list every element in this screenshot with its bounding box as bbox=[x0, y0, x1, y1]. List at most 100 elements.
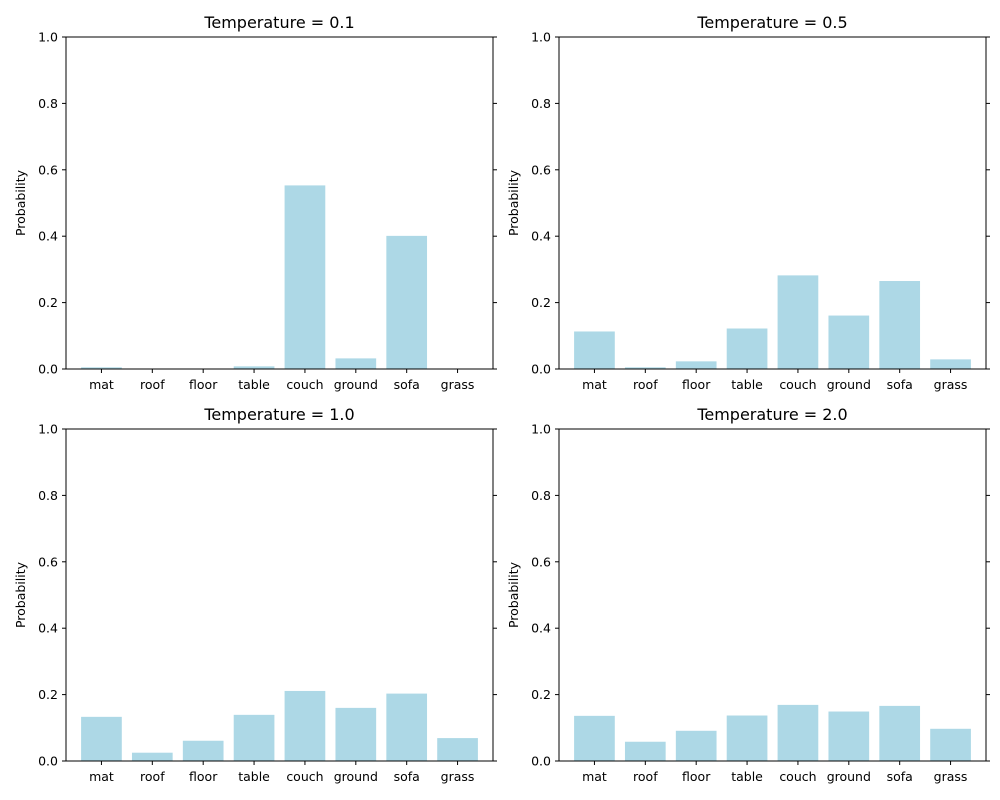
x-tick-label: roof bbox=[140, 377, 165, 392]
x-tick-label: sofa bbox=[394, 769, 420, 784]
bar-mat bbox=[81, 367, 122, 369]
plot-frame bbox=[65, 36, 494, 370]
y-tick-label: 0.6 bbox=[38, 554, 58, 569]
y-tick-label: 1.0 bbox=[38, 422, 58, 437]
plot-frame bbox=[558, 36, 987, 370]
x-tick-label: mat bbox=[89, 769, 114, 784]
bar-grass bbox=[437, 738, 478, 761]
y-axis-label: Probability bbox=[506, 561, 521, 628]
x-tick-label: couch bbox=[779, 769, 816, 784]
bar-ground bbox=[828, 711, 870, 761]
bar-mat bbox=[574, 331, 615, 369]
x-tick-label: couch bbox=[779, 377, 816, 392]
bar-table bbox=[233, 714, 275, 761]
x-tick-label: couch bbox=[286, 769, 323, 784]
bar-couch bbox=[777, 275, 819, 369]
bar-roof bbox=[624, 741, 666, 761]
bar-sofa bbox=[386, 693, 428, 761]
y-axis-label: Probability bbox=[506, 169, 521, 236]
y-tick-label: 0.4 bbox=[38, 229, 58, 244]
subplot-title: Temperature = 0.5 bbox=[696, 13, 847, 32]
bar-mat bbox=[574, 715, 615, 761]
bar-couch bbox=[284, 185, 326, 369]
x-tick-label: grass bbox=[441, 377, 475, 392]
bar-ground bbox=[335, 358, 377, 369]
bar-sofa bbox=[386, 235, 428, 369]
x-tick-label: floor bbox=[189, 769, 218, 784]
x-tick-label: table bbox=[238, 769, 270, 784]
x-tick-label: ground bbox=[827, 769, 871, 784]
bar-couch bbox=[777, 704, 819, 761]
y-tick-label: 0.6 bbox=[531, 162, 551, 177]
x-tick-label: roof bbox=[633, 769, 658, 784]
y-tick-label: 0.2 bbox=[38, 295, 58, 310]
y-tick-label: 0.0 bbox=[531, 754, 551, 769]
bar-table bbox=[726, 715, 768, 761]
y-tick-label: 0.4 bbox=[38, 621, 58, 636]
x-tick-label: table bbox=[238, 377, 270, 392]
x-tick-label: table bbox=[731, 769, 763, 784]
y-axis-label: Probability bbox=[13, 561, 28, 628]
subplot-title: Temperature = 0.1 bbox=[203, 13, 354, 32]
x-tick-label: grass bbox=[934, 769, 968, 784]
bar-mat bbox=[81, 716, 122, 761]
y-tick-label: 0.0 bbox=[531, 362, 551, 377]
bar-table bbox=[726, 328, 768, 369]
bar-couch bbox=[284, 690, 326, 761]
bar-grass bbox=[930, 359, 971, 369]
bar-floor bbox=[675, 361, 717, 369]
bar-ground bbox=[335, 707, 377, 761]
bar-roof bbox=[624, 367, 666, 369]
y-tick-label: 1.0 bbox=[531, 30, 551, 45]
subplot-title: Temperature = 1.0 bbox=[203, 405, 354, 424]
x-tick-label: roof bbox=[140, 769, 165, 784]
y-tick-label: 0.6 bbox=[531, 554, 551, 569]
y-tick-label: 0.8 bbox=[38, 488, 58, 503]
x-tick-label: floor bbox=[682, 377, 711, 392]
x-tick-label: grass bbox=[934, 377, 968, 392]
bar-floor bbox=[182, 740, 224, 761]
y-tick-label: 0.2 bbox=[531, 295, 551, 310]
bar-roof bbox=[131, 752, 173, 761]
y-tick-label: 1.0 bbox=[38, 30, 58, 45]
y-tick-label: 0.2 bbox=[38, 687, 58, 702]
x-tick-label: ground bbox=[334, 769, 378, 784]
y-tick-label: 0.8 bbox=[38, 96, 58, 111]
x-tick-label: sofa bbox=[394, 377, 420, 392]
x-tick-label: floor bbox=[189, 377, 218, 392]
y-tick-label: 0.0 bbox=[38, 754, 58, 769]
y-tick-label: 0.8 bbox=[531, 488, 551, 503]
bar-floor bbox=[675, 730, 717, 761]
x-tick-label: roof bbox=[633, 377, 658, 392]
plot-frame bbox=[65, 428, 494, 762]
x-tick-label: table bbox=[731, 377, 763, 392]
bar-sofa bbox=[879, 281, 921, 369]
x-tick-label: grass bbox=[441, 769, 475, 784]
y-tick-label: 0.0 bbox=[38, 362, 58, 377]
x-tick-label: mat bbox=[582, 769, 607, 784]
x-tick-label: sofa bbox=[887, 377, 913, 392]
y-tick-label: 1.0 bbox=[531, 422, 551, 437]
x-tick-label: floor bbox=[682, 769, 711, 784]
x-tick-label: mat bbox=[582, 377, 607, 392]
bar-grass bbox=[930, 728, 971, 761]
y-tick-label: 0.4 bbox=[531, 229, 551, 244]
y-tick-label: 0.6 bbox=[38, 162, 58, 177]
x-tick-label: mat bbox=[89, 377, 114, 392]
x-tick-label: couch bbox=[286, 377, 323, 392]
y-tick-label: 0.2 bbox=[531, 687, 551, 702]
x-tick-label: ground bbox=[334, 377, 378, 392]
bar-sofa bbox=[879, 705, 921, 761]
bar-ground bbox=[828, 315, 870, 369]
subplot-title: Temperature = 2.0 bbox=[696, 405, 847, 424]
y-tick-label: 0.4 bbox=[531, 621, 551, 636]
plot-frame bbox=[558, 428, 987, 762]
x-tick-label: ground bbox=[827, 377, 871, 392]
y-tick-label: 0.8 bbox=[531, 96, 551, 111]
x-tick-label: sofa bbox=[887, 769, 913, 784]
